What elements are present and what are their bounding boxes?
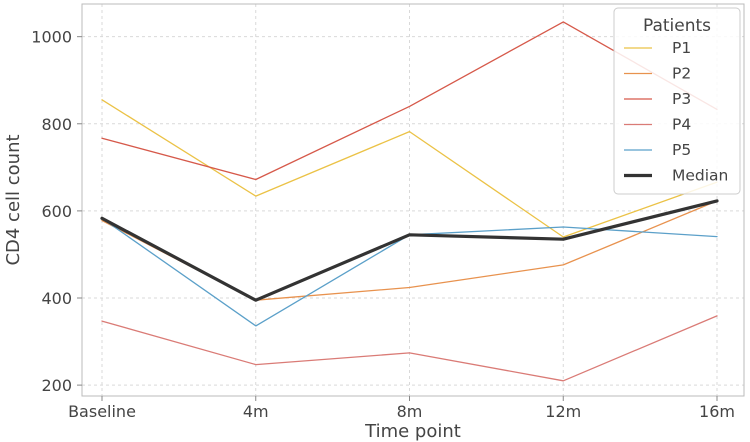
series-line-p1 [101, 99, 718, 238]
x-tick-label: 8m [397, 402, 423, 421]
x-axis-ticks: Baseline 4m 8m 12m 16m [68, 396, 735, 421]
series-line-p4 [101, 315, 718, 382]
legend-label: P2 [672, 65, 691, 83]
legend-label: Median [672, 167, 728, 185]
grid-lines [82, 4, 744, 396]
y-tick-label: 200 [41, 376, 72, 395]
legend-items: P1 P2 P3 P4 P5 Median [624, 39, 728, 185]
legend-label: P3 [672, 90, 691, 108]
y-tick-label: 600 [41, 202, 72, 221]
legend-label: P4 [672, 116, 691, 134]
series-layer [100, 21, 719, 382]
x-tick-label: 4m [243, 402, 269, 421]
series-line-median [100, 199, 719, 302]
y-tick-label: 400 [41, 289, 72, 308]
legend-label: P5 [672, 141, 691, 159]
legend: Patients P1 P2 P3 P4 P5 Median [613, 7, 741, 195]
plot-frame [81, 3, 745, 397]
y-tick-label: 800 [41, 115, 72, 134]
x-axis-label: Time point [364, 421, 461, 442]
legend-box [613, 7, 741, 195]
y-axis-ticks: 200 400 600 800 1000 [31, 28, 82, 395]
x-tick-label: 12m [545, 402, 581, 421]
legend-title: Patients [643, 16, 711, 36]
legend-label: P1 [672, 39, 691, 57]
x-tick-label: Baseline [68, 402, 136, 421]
x-tick-label: 16m [699, 402, 735, 421]
y-axis-label: CD4 cell count [3, 134, 24, 265]
y-tick-label: 1000 [31, 28, 72, 47]
